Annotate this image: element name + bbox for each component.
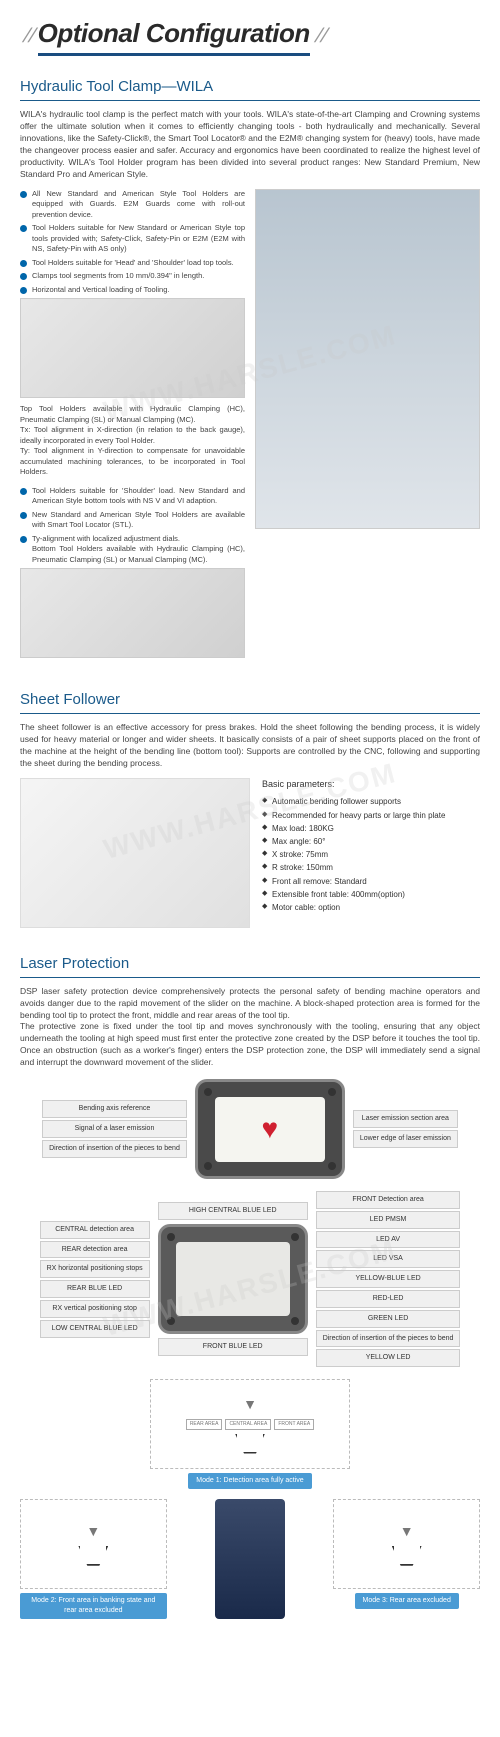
laser-hmi-row-1: Bending axis reference Signal of a laser… <box>20 1079 480 1179</box>
param-title: Basic parameters: <box>262 778 445 791</box>
laser-intro: DSP laser safety protection device compr… <box>20 986 480 1069</box>
label-box: FRONT BLUE LED <box>158 1338 308 1356</box>
label-box: LED VSA <box>316 1250 461 1268</box>
label-box: YELLOW LED <box>316 1349 461 1367</box>
label-box: REAR BLUE LED <box>40 1280 150 1298</box>
bending-icon: ♥ <box>262 1109 279 1148</box>
bullet-item: Tool Holders suitable for New Standard o… <box>20 223 245 255</box>
bullet-item: Clamps tool segments from 10 mm/0.394" i… <box>20 271 245 282</box>
label-box: GREEN LED <box>316 1310 461 1328</box>
label-box: RX vertical positioning stop <box>40 1300 150 1318</box>
label-box: RX horizontal positioning stops <box>40 1260 150 1278</box>
laser-modes: ▼ REAR AREA CENTRAL AREA FRONT AREA Mode… <box>20 1379 480 1619</box>
hmi-screen-2 <box>158 1224 308 1334</box>
wila-tool-image-2 <box>20 568 245 658</box>
bullet-item: All New Standard and American Style Tool… <box>20 189 245 221</box>
laser-title: Laser Protection <box>20 953 480 978</box>
hmi-screen-1: ♥ <box>195 1079 345 1179</box>
wila-tool-image-1 <box>20 298 245 398</box>
bullet-item: New Standard and American Style Tool Hol… <box>20 510 245 531</box>
param-item: Automatic bending follower supports <box>262 796 445 807</box>
mode-3-label: Mode 3: Rear area excluded <box>355 1593 459 1609</box>
follower-params: Automatic bending follower supports Reco… <box>262 796 445 913</box>
dsp-camera-image <box>215 1499 285 1619</box>
bullet-item: Tool Holders suitable for 'Head' and 'Sh… <box>20 258 245 269</box>
decoration-slash-right: // <box>311 22 332 50</box>
wila-mid-text: Top Tool Holders available with Hydrauli… <box>20 404 245 478</box>
param-item: Extensible front table: 400mm(option) <box>262 889 445 900</box>
section-follower: Sheet Follower The sheet follower is an … <box>0 679 500 943</box>
label-box: Bending axis reference <box>42 1100 187 1118</box>
wila-bullets-2: Tool Holders suitable for 'Shoulder' loa… <box>20 486 245 566</box>
tiny-label: FRONT AREA <box>274 1419 314 1430</box>
label-box: RED-LED <box>316 1290 461 1308</box>
param-item: Max angle: 60° <box>262 836 445 847</box>
label-box: Laser emission section area <box>353 1110 458 1128</box>
mode-1-label: Mode 1: Detection area fully active <box>188 1473 311 1489</box>
follower-title: Sheet Follower <box>20 689 480 714</box>
param-item: X stroke: 75mm <box>262 849 445 860</box>
wila-title: Hydraulic Tool Clamp—WILA <box>20 76 480 101</box>
label-box: LED AV <box>316 1231 461 1249</box>
label-box: CENTRAL detection area <box>40 1221 150 1239</box>
bullet-item: Ty-alignment with localized adjustment d… <box>20 534 245 566</box>
wila-intro: WILA's hydraulic tool clamp is the perfe… <box>20 109 480 180</box>
mode-2-label: Mode 2: Front area in banking state and … <box>20 1593 167 1619</box>
label-box: Signal of a laser emission <box>42 1120 187 1138</box>
wila-machine-image <box>255 189 480 529</box>
laser-hmi-row-2: CENTRAL detection area REAR detection ar… <box>20 1191 480 1367</box>
follower-diagram-image <box>20 778 250 928</box>
label-box: LOW CENTRAL BLUE LED <box>40 1320 150 1338</box>
mode-3-diagram: ▼ <box>333 1499 480 1589</box>
mode-1-diagram: ▼ REAR AREA CENTRAL AREA FRONT AREA <box>150 1379 350 1469</box>
tiny-label: CENTRAL AREA <box>225 1419 271 1430</box>
page-title-banner: // Optional Configuration // <box>0 0 500 66</box>
follower-intro: The sheet follower is an effective acces… <box>20 722 480 770</box>
param-item: Max load: 180KG <box>262 823 445 834</box>
bullet-item: Tool Holders suitable for 'Shoulder' loa… <box>20 486 245 507</box>
mode-2-diagram: ▼ <box>20 1499 167 1589</box>
label-box: HIGH CENTRAL BLUE LED <box>158 1202 308 1220</box>
section-laser: Laser Protection DSP laser safety protec… <box>0 943 500 1634</box>
label-box: FRONT Detection area <box>316 1191 461 1209</box>
param-item: Recommended for heavy parts or large thi… <box>262 810 445 821</box>
bullet-item: Horizontal and Vertical loading of Tooli… <box>20 285 245 296</box>
section-wila: Hydraulic Tool Clamp—WILA WILA's hydraul… <box>0 66 500 679</box>
param-item: Front all remove: Standard <box>262 876 445 887</box>
label-box: YELLOW-BLUE LED <box>316 1270 461 1288</box>
param-item: R stroke: 150mm <box>262 862 445 873</box>
param-item: Motor cable: option <box>262 902 445 913</box>
label-box: REAR detection area <box>40 1241 150 1259</box>
label-box: LED PMSM <box>316 1211 461 1229</box>
wila-bullets-1: All New Standard and American Style Tool… <box>20 189 245 296</box>
label-box: Direction of insertion of the pieces to … <box>42 1140 187 1158</box>
label-box: Direction of insertion of the pieces to … <box>316 1330 461 1348</box>
tiny-label: REAR AREA <box>186 1419 223 1430</box>
page-title: Optional Configuration <box>38 15 310 56</box>
label-box: Lower edge of laser emission <box>353 1130 458 1148</box>
